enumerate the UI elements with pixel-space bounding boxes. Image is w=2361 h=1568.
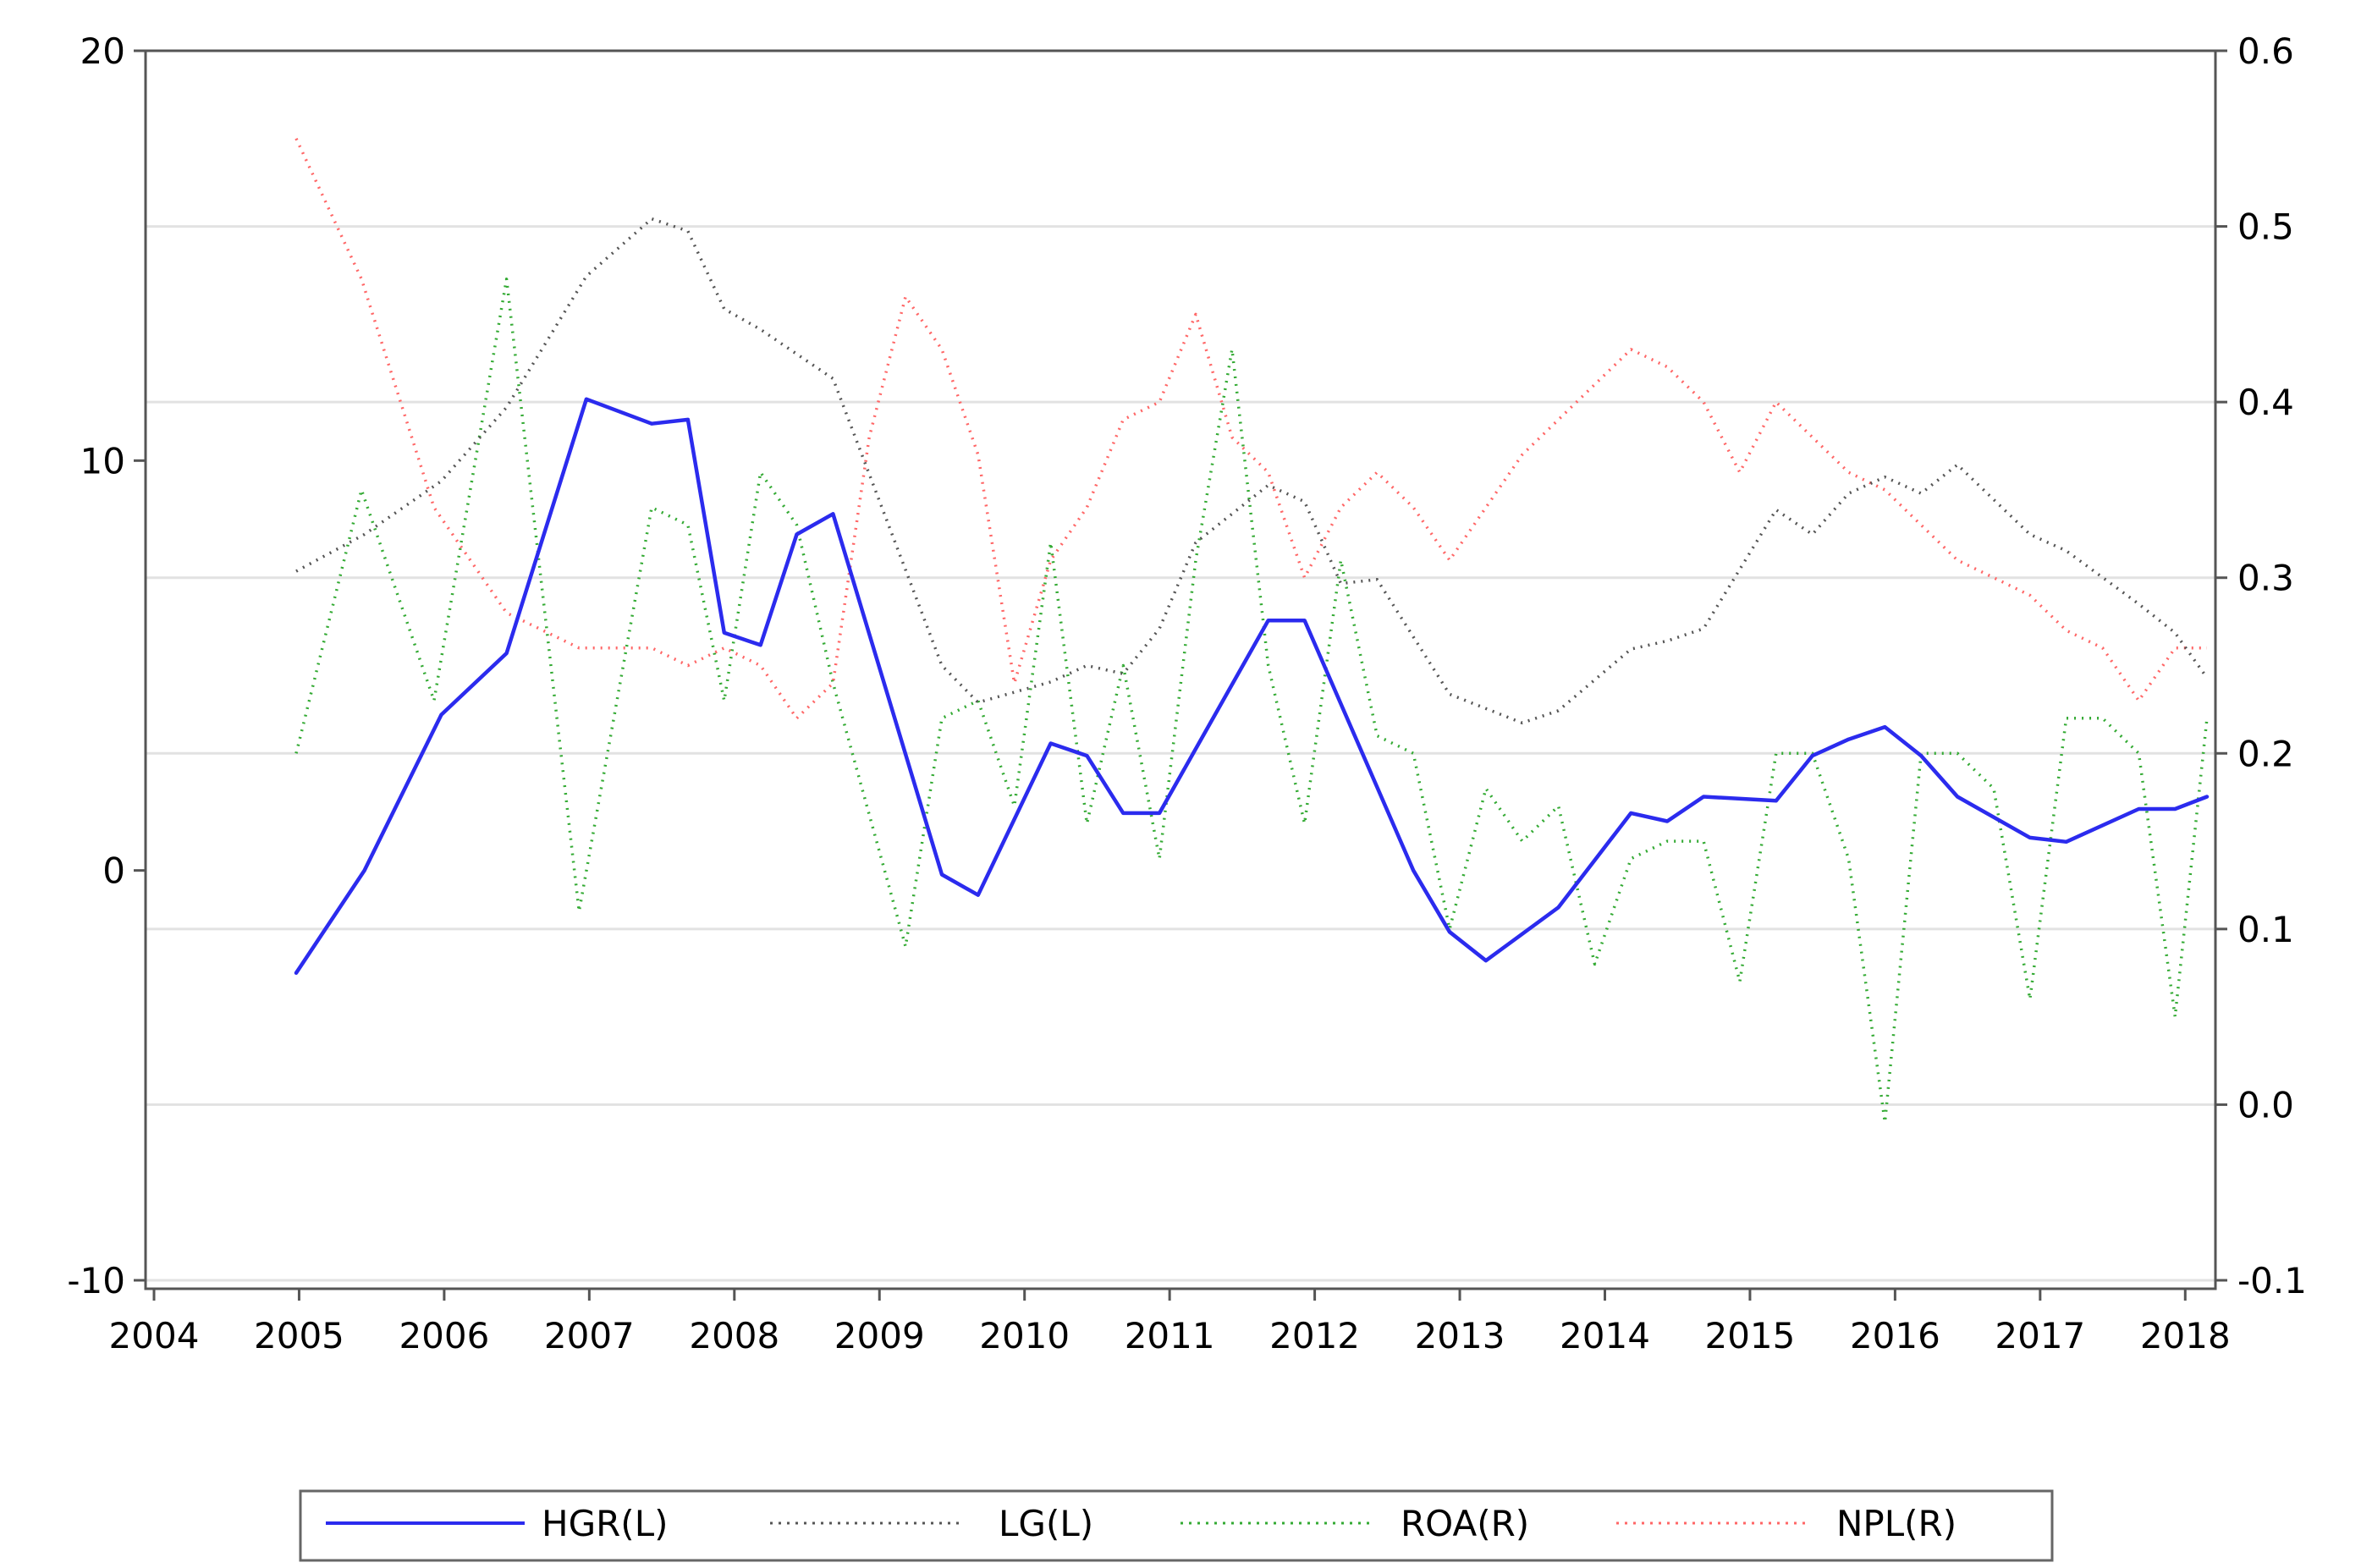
- x-tick-label: 2018: [2140, 1315, 2231, 1356]
- x-tick-label: 2007: [544, 1315, 635, 1356]
- x-tick-label: 2004: [109, 1315, 200, 1356]
- x-tick-label: 2008: [689, 1315, 779, 1356]
- y-right-tick-label: 0.0: [2237, 1084, 2294, 1125]
- legend-label-hgr: HGR(L): [542, 1503, 668, 1544]
- x-tick-label: 2011: [1125, 1315, 1215, 1356]
- y-left-tick-label: -10: [67, 1260, 125, 1301]
- y-right-tick-label: 0.5: [2237, 206, 2294, 248]
- series-line-hgrl: [294, 397, 2210, 976]
- x-tick-label: 2012: [1269, 1315, 1360, 1356]
- x-tick-label: 2017: [1995, 1315, 2085, 1356]
- y-right-tick-label: 0.1: [2237, 909, 2294, 950]
- y-right-tick-label: 0.2: [2237, 733, 2294, 774]
- y-right-tick-label: 0.6: [2237, 30, 2294, 72]
- x-tick-label: 2013: [1415, 1315, 1505, 1356]
- legend-frame: [299, 1489, 2054, 1562]
- x-tick-label: 2005: [254, 1315, 344, 1356]
- legend-label-lg: LG(L): [999, 1503, 1093, 1544]
- y-right-tick-label: 0.3: [2237, 558, 2294, 599]
- y-right-tick-label: -0.1: [2237, 1260, 2307, 1301]
- x-tick-label: 2009: [834, 1315, 925, 1356]
- x-tick-label: 2006: [399, 1315, 489, 1356]
- gridlines: [146, 49, 2215, 1282]
- plot-area-frame: [144, 49, 2217, 1290]
- y-left-tick-label: 10: [80, 440, 125, 481]
- x-tick-label: 2014: [1560, 1315, 1650, 1356]
- legend-label-npl: NPL(R): [1836, 1503, 1956, 1544]
- x-tick-label: 2010: [979, 1315, 1070, 1356]
- x-tick-label: 2016: [1850, 1315, 1940, 1356]
- series-lines: [294, 138, 2210, 1124]
- legend-label-roa: ROA(R): [1401, 1503, 1529, 1544]
- y-right-tick-label: 0.4: [2237, 382, 2294, 423]
- y-left-tick-label: 20: [80, 30, 125, 72]
- y-left-tick-label: 0: [102, 850, 125, 892]
- series-line-roar: [294, 278, 2209, 1124]
- legend: HGR(L) LG(L) ROA(R) NPL(R): [299, 1489, 2054, 1562]
- x-tick-label: 2015: [1704, 1315, 1795, 1356]
